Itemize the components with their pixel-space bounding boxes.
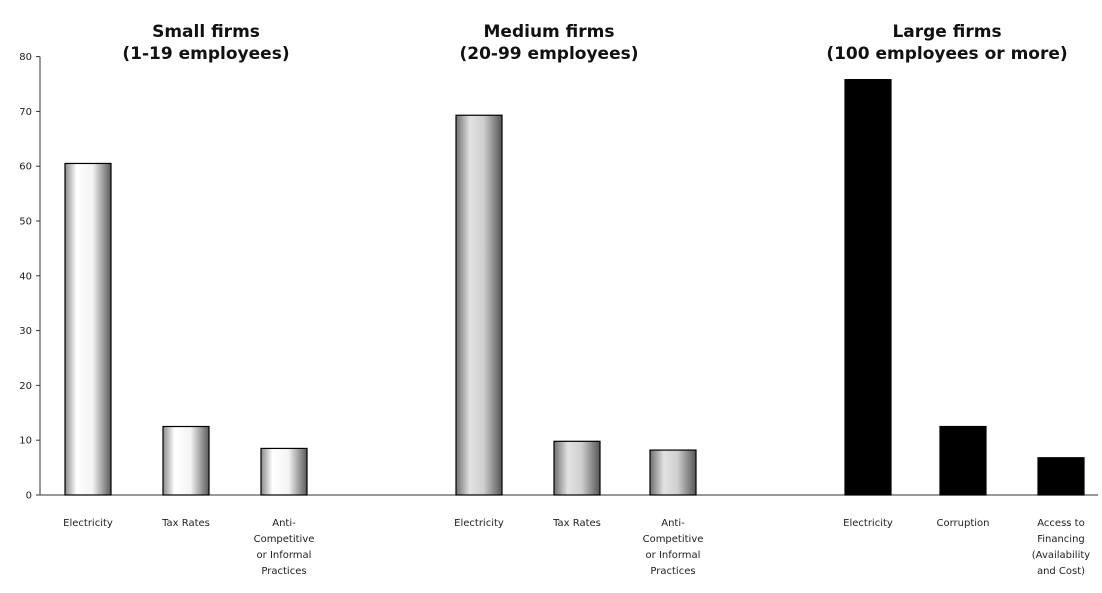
bar-2-1 — [455, 114, 503, 496]
bar-2-3 — [649, 449, 697, 496]
bar-3-1 — [844, 79, 892, 496]
bar-1-2 — [162, 425, 210, 496]
panel-title: Large firms (100 employees or more) — [826, 22, 1067, 64]
bar-3-3 — [1037, 457, 1085, 496]
bar-1-1 — [64, 162, 112, 496]
y-tick-label: 0 — [26, 491, 32, 502]
category-label: Electricity — [843, 518, 893, 529]
category-label: Tax Rates — [552, 518, 601, 529]
category-labels: Electricity Tax Rates Anti-Competitive or I… — [63, 518, 1090, 577]
y-axis: 0 10 20 30 40 50 60 70 80 — [19, 52, 1098, 502]
y-tick-label: 10 — [19, 436, 32, 447]
y-tick-label: 20 — [19, 381, 32, 392]
y-tick-label: 40 — [19, 271, 32, 282]
category-label: Electricity — [63, 518, 113, 529]
y-tick-label: 80 — [19, 52, 32, 63]
panel-title: Medium firms (20-99 employees) — [459, 22, 638, 64]
bar-3-2 — [939, 425, 987, 496]
category-label: Access to Financing (Availability and Cost) — [1032, 518, 1090, 577]
category-label: Electricity — [454, 518, 504, 529]
bar-2-2 — [553, 440, 601, 496]
panel-titles: Small firms (1-19 employees) Medium firms(… — [122, 22, 1067, 64]
bars — [64, 79, 1085, 496]
y-tick-label: 50 — [19, 217, 32, 228]
category-label: Tax Rates — [161, 518, 210, 529]
category-label: Anti-Competitive or Informal Practices — [254, 518, 315, 577]
y-tick-label: 30 — [19, 326, 32, 337]
y-tick-label: 70 — [19, 107, 32, 118]
bar-1-3 — [260, 447, 308, 496]
category-label: Corruption — [937, 518, 990, 529]
panel-title: Small firms (1-19 employees) — [122, 22, 289, 64]
category-label: Anti-Competitive or Informal Practices — [643, 518, 704, 577]
y-tick-label: 60 — [19, 162, 32, 173]
